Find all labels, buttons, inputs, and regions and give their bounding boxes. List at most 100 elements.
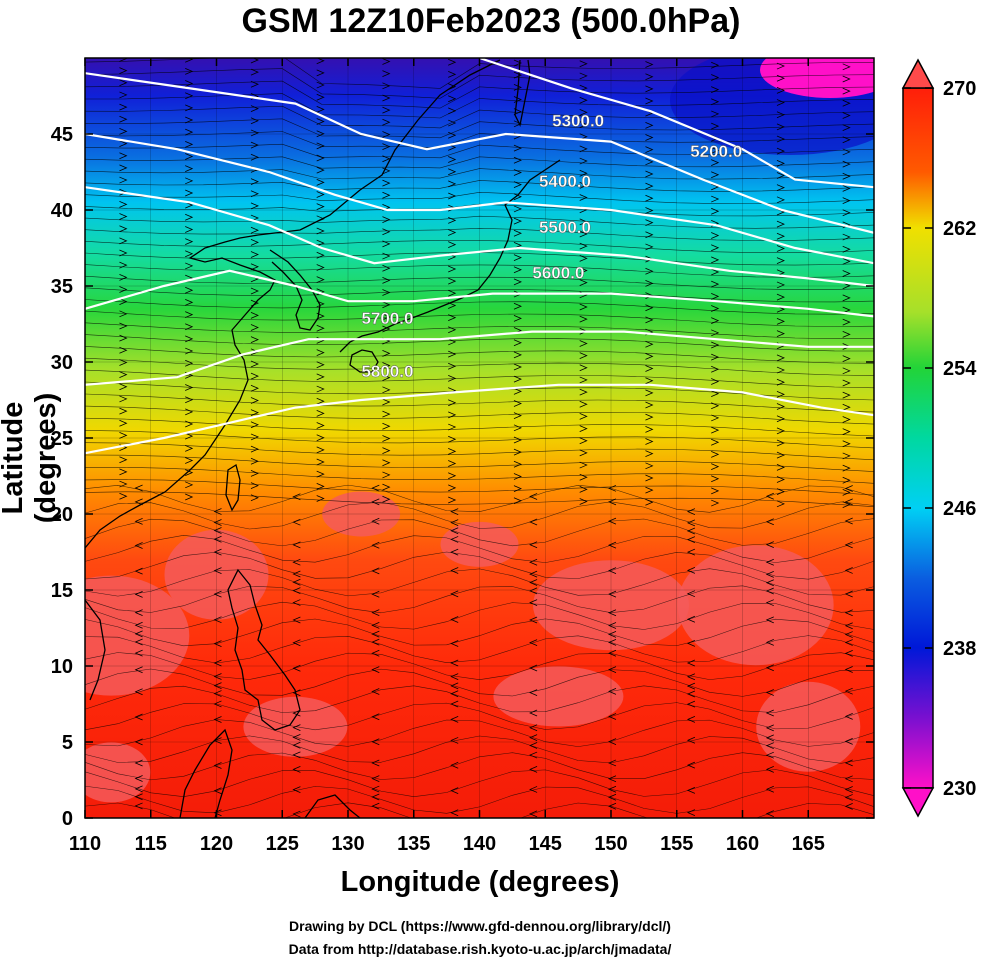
flow-arrow (448, 326, 457, 334)
x-tick-label: 135 (397, 833, 430, 855)
flow-arrow (371, 517, 380, 525)
flow-arrow (711, 499, 720, 507)
flow-arrow (119, 201, 128, 208)
flow-arrow (450, 536, 459, 543)
flow-arrow (213, 682, 222, 690)
flow-arrow (185, 226, 194, 233)
flow-arrow (292, 810, 301, 818)
flow-arrow (645, 377, 654, 385)
flow-arrow (250, 324, 259, 331)
flow-arrow (776, 147, 785, 155)
flow-arrow (119, 286, 128, 293)
flow-arrow (213, 659, 222, 667)
flow-arrow (316, 385, 325, 393)
flow-arrow (119, 152, 128, 160)
x-tick-label: 130 (331, 833, 364, 855)
flow-arrow (607, 498, 617, 506)
colorbar-tick-label: 238 (943, 638, 976, 660)
flow-arrow (842, 489, 851, 496)
flow-arrow (513, 229, 522, 237)
flow-arrow (711, 438, 720, 446)
flow-arrow (711, 329, 720, 337)
flow-arrow (607, 802, 617, 810)
flow-arrow (844, 775, 853, 783)
flow-arrow (450, 590, 459, 598)
height-contour-5300 (85, 72, 874, 234)
flow-arrow (711, 183, 720, 191)
flow-arrow (448, 399, 457, 407)
flow-arrow (213, 590, 222, 598)
flow-arrow (292, 541, 301, 549)
flow-arrow (776, 159, 785, 167)
flow-arrow (686, 716, 696, 723)
flow-arrow (371, 759, 380, 767)
streamline (85, 618, 874, 647)
flow-arrow (842, 464, 851, 472)
flow-arrow (842, 428, 851, 435)
colorbar-bottom-arrow (901, 787, 935, 818)
streamline (85, 430, 874, 449)
flow-arrow (451, 826, 458, 832)
streamline (85, 652, 874, 680)
x-tick-label: 110 (69, 833, 101, 855)
flow-arrow (450, 761, 459, 769)
flow-arrow (213, 535, 222, 543)
flow-arrow (119, 346, 128, 354)
flow-arrow (776, 330, 785, 337)
streamline (85, 357, 874, 376)
flow-arrow (316, 446, 325, 454)
flow-arrow (382, 131, 391, 138)
streamline (85, 484, 874, 513)
flow-arrow (213, 527, 222, 534)
flow-arrow (448, 180, 457, 188)
flow-arrow (213, 519, 222, 526)
contour-label: 5300.0 (552, 111, 604, 130)
flow-arrow (371, 630, 380, 638)
flow-arrow (776, 451, 785, 459)
x-axis-label: Longitude (degrees) (340, 866, 620, 898)
flow-arrow (450, 809, 459, 817)
flow-arrow (316, 166, 325, 174)
flow-arrow (119, 225, 128, 233)
flow-arrow (579, 145, 588, 153)
flow-arrow (844, 485, 853, 492)
flow-arrow (842, 379, 851, 387)
flow-arrow (119, 298, 128, 306)
flow-arrow (371, 590, 380, 598)
warm-patch (85, 575, 190, 696)
flow-arrow (185, 140, 194, 148)
flow-arrow (645, 401, 654, 409)
flow-arrow (645, 450, 654, 458)
flow-arrow (292, 741, 301, 749)
flow-arrow (448, 168, 457, 176)
flow-arrow (450, 737, 459, 744)
flow-arrow (645, 170, 654, 178)
flow-arrow (645, 194, 654, 202)
flow-arrow (842, 245, 851, 253)
flow-arrow (185, 432, 194, 440)
flow-arrow (776, 257, 785, 264)
flow-arrow (842, 391, 851, 399)
flow-arrow (382, 362, 391, 369)
y-tick-label: 0 (62, 808, 73, 830)
streamline (85, 215, 874, 229)
x-tick-label: 120 (200, 833, 233, 855)
flow-arrow (645, 231, 654, 239)
colorbar-tick-label: 230 (943, 778, 976, 800)
flow-arrow (119, 371, 128, 378)
flow-arrow (316, 470, 325, 478)
flow-arrow (382, 483, 391, 491)
flow-arrow (686, 673, 696, 681)
streamline (85, 479, 874, 496)
flow-arrow (842, 258, 851, 265)
streamline (85, 719, 874, 747)
flow-arrow (844, 666, 853, 673)
flow-arrow (776, 318, 785, 325)
flow-arrow (513, 278, 522, 286)
flow-arrow (686, 736, 696, 744)
flow-arrow (316, 422, 325, 429)
colorbar-tick-label: 254 (943, 358, 977, 380)
flow-arrow (579, 400, 588, 408)
flow-arrow (607, 666, 617, 673)
flow-arrow (844, 622, 853, 630)
